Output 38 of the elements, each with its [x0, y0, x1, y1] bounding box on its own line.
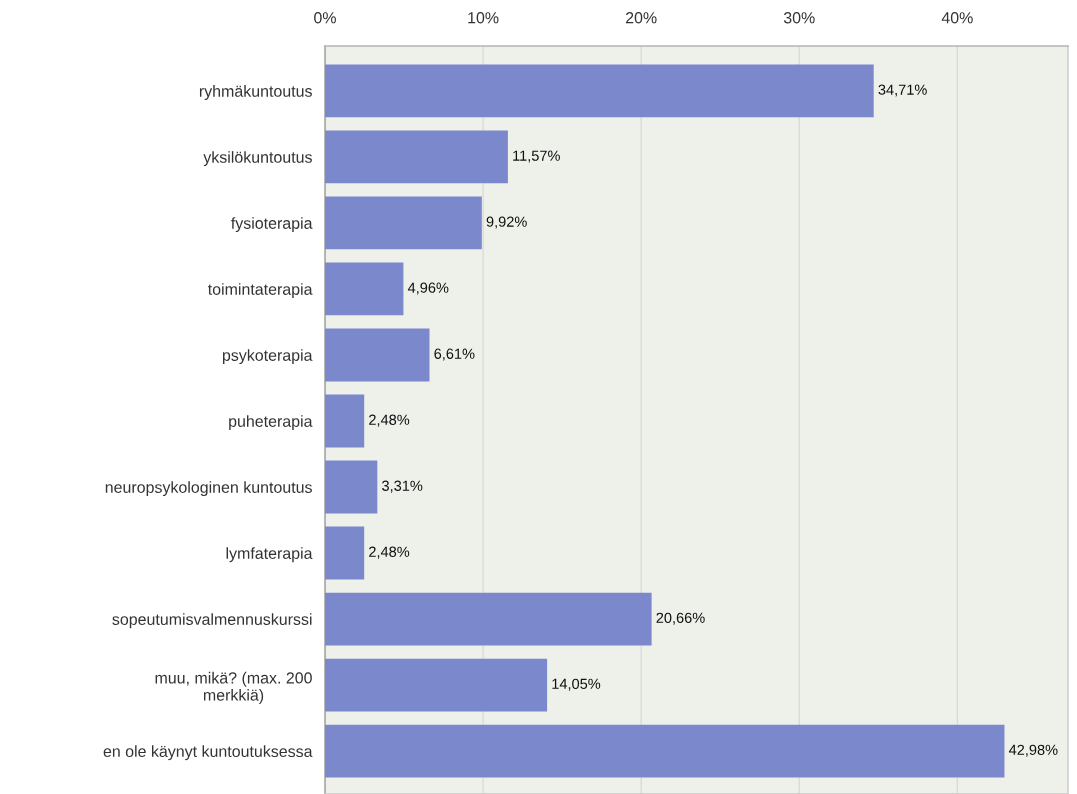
bar	[325, 196, 482, 250]
data-label: 11,57%	[513, 150, 560, 163]
y-tick-label: ryhmäkuntoutus	[199, 85, 312, 100]
bar	[325, 592, 652, 646]
bar	[325, 328, 430, 382]
x-tick-label: 40%	[941, 12, 973, 24]
data-label: 4,96%	[407, 282, 449, 295]
y-tick-label: toimintaterapia	[207, 283, 313, 299]
bar	[325, 130, 508, 184]
y-tick-label: psykoterapia	[222, 349, 313, 365]
y-tick-label: muu, mikä? (max. 200 merkkiä)	[155, 671, 312, 704]
y-tick-label: puheterapia	[229, 415, 313, 431]
data-label: 42,98%	[1008, 744, 1058, 757]
y-tick-label: sopeutumisvalmennuskurssi	[112, 613, 312, 629]
bar	[325, 724, 1005, 778]
x-tick-label: 30%	[783, 12, 815, 24]
data-label: 2,48%	[369, 546, 410, 559]
bar	[325, 64, 874, 118]
data-label: 34,71%	[878, 84, 927, 97]
y-tick-label: en ole käynyt kuntoutuksessa	[103, 745, 313, 761]
y-tick-label: lymfaterapia	[226, 547, 313, 563]
data-label: 3,31%	[382, 480, 423, 493]
data-label: 20,66%	[656, 612, 705, 625]
bar	[325, 262, 404, 316]
data-label: 14,05%	[552, 678, 601, 691]
x-tick-label: 20%	[625, 12, 657, 24]
bar	[325, 460, 378, 514]
bar	[325, 658, 548, 712]
bar	[325, 526, 365, 580]
y-tick-label: yksilökuntoutus	[203, 151, 312, 167]
y-tick-label: neuropsykologinen kuntoutus	[105, 481, 312, 497]
y-tick-label: fysioterapia	[231, 217, 313, 233]
x-tick-label: 0%	[314, 12, 336, 24]
x-tick-label: 10%	[468, 12, 499, 24]
data-label: 2,48%	[369, 414, 410, 427]
data-label: 6,61%	[434, 348, 475, 361]
data-label: 9,92%	[486, 216, 527, 229]
bar	[325, 394, 365, 448]
